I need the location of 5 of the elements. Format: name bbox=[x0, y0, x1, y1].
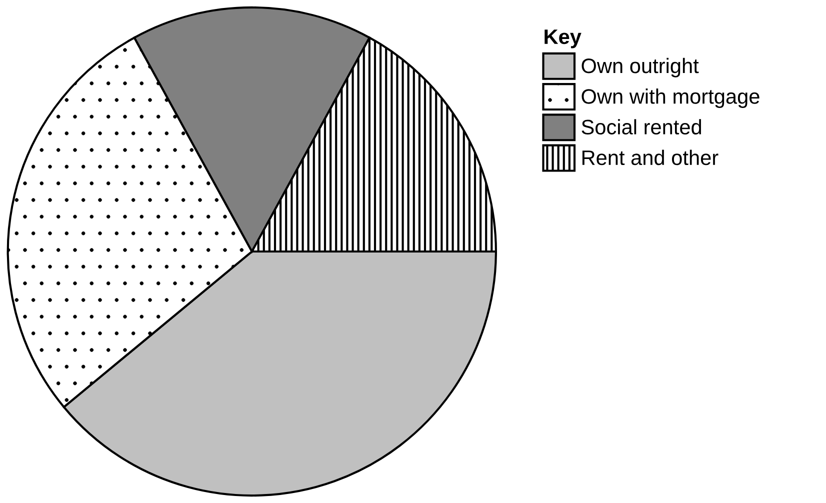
legend-title: Key bbox=[544, 30, 582, 48]
legend-label: Own with mortgage bbox=[582, 88, 760, 108]
legend-label: Rent and other bbox=[582, 150, 718, 166]
legend-label: Own outright bbox=[582, 58, 699, 78]
legend-label: Social rented bbox=[582, 119, 702, 134]
